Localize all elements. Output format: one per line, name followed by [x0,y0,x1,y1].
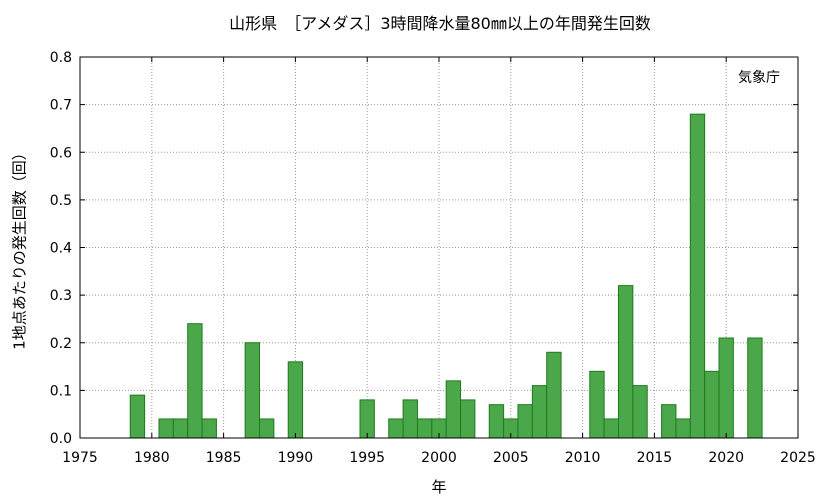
x-ticks: 1975 1980 1985 1990 1995 2000 2005 2010 2015 2020… [62,57,816,466]
y-tick-label: 0.8 [50,50,72,66]
source-label: 気象庁 [738,70,780,86]
bar-2006 [517,404,533,439]
bar-2019 [704,370,720,439]
x-tick-label: 2020 [708,450,744,466]
bar-2014 [632,385,648,439]
bar-1988 [259,418,275,439]
x-tick-label: 1980 [134,450,170,466]
bar-2004 [488,404,505,439]
bar-1979 [129,394,146,439]
bar-2018 [689,113,706,439]
bar-1995 [359,399,375,439]
bar-2001 [445,380,462,439]
bar-1999 [416,418,433,439]
x-tick-label: 1995 [349,450,385,466]
y-tick-label: 0.2 [50,336,72,352]
bar-2020 [718,337,734,439]
x-tick-label: 1990 [278,450,314,466]
bar-2008 [546,351,562,439]
y-tick-label: 0.5 [50,193,72,209]
bar-2012 [603,418,620,439]
bar-2022 [747,337,763,439]
grid [80,57,798,438]
x-tick-label: 2010 [565,450,601,466]
bar-1998 [402,399,418,439]
bar-2011 [589,370,605,439]
y-axis-label: 1地点あたりの発生回数（回） [11,145,29,350]
x-tick-label: 1985 [206,450,242,466]
x-tick-label: 2015 [637,450,673,466]
y-tick-label: 0.0 [50,431,72,447]
bars [129,113,763,439]
bar-2007 [531,385,548,439]
y-tick-label: 0.1 [50,383,72,399]
x-tick-label: 1975 [62,450,98,466]
y-tick-label: 0.3 [50,288,72,304]
bar-1983 [187,323,203,439]
bar-1982 [172,418,189,439]
y-tick-label: 0.6 [50,145,72,161]
x-tick-label: 2025 [780,450,816,466]
bar-2017 [675,418,691,439]
bar-1984 [201,418,217,439]
y-tick-label: 0.4 [50,241,72,257]
bar-2002 [460,399,476,439]
chart-title: 山形県 ［アメダス］3時間降水量80㎜以上の年間発生回数 [229,14,651,33]
bar-2013 [618,285,634,439]
bar-1981 [158,418,174,439]
bar-1990 [287,361,304,439]
y-ticks: 0.0 0.1 0.2 0.3 0.4 0.5 0.6 0.7 0.8 [50,50,798,447]
x-axis-label: 年 [431,478,446,496]
y-tick-label: 0.7 [50,98,72,114]
x-tick-label: 2000 [421,450,457,466]
x-tick-label: 2005 [493,450,529,466]
bar-1987 [244,342,260,439]
bar-1997 [388,418,404,439]
bar-2016 [661,404,677,439]
